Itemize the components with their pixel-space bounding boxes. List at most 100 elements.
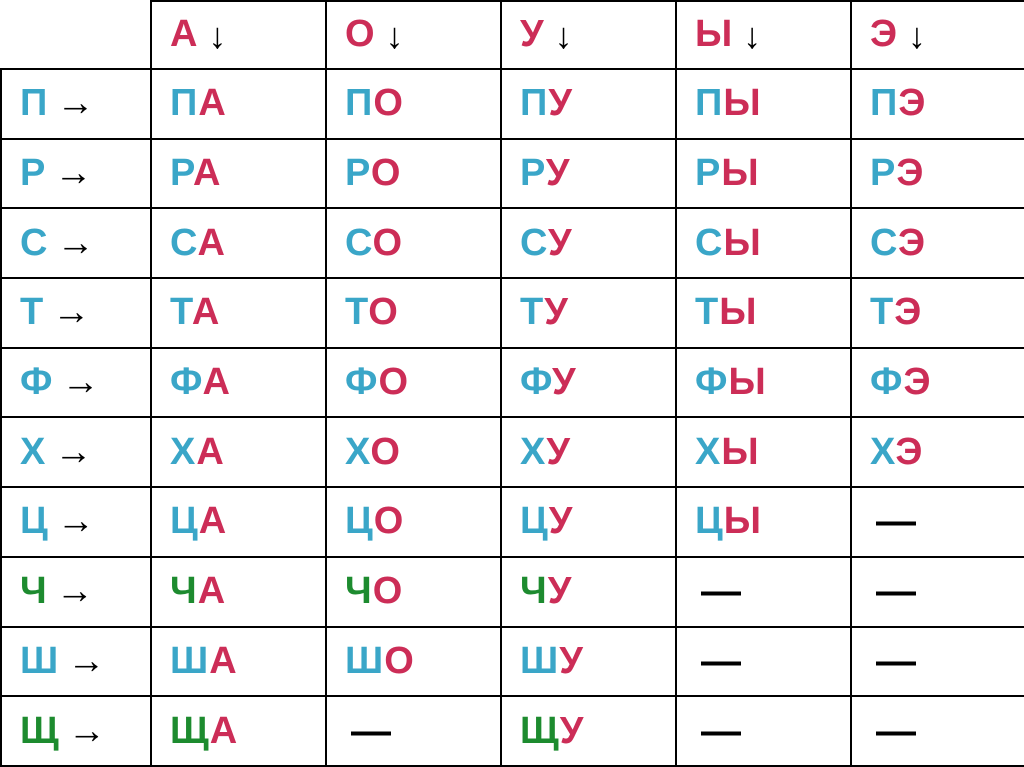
down-arrow-icon: ↓ <box>908 15 927 57</box>
consonant-letter: С <box>520 222 548 264</box>
consonant-letter: Р <box>170 152 193 194</box>
vowel-letter: А <box>198 570 226 612</box>
table-row: Ш→ШАШОШУ—— <box>1 627 1024 697</box>
consonant-letter: П <box>170 82 198 124</box>
row-header: С→ <box>1 208 151 278</box>
syllable-cell: — <box>851 696 1024 766</box>
row-header-label: Щ <box>20 710 60 753</box>
syllable-cell: РЫ <box>676 139 851 209</box>
down-arrow-icon: ↓ <box>208 15 227 57</box>
consonant-letter: Щ <box>520 710 560 752</box>
consonant-letter: Х <box>520 431 546 473</box>
vowel-letter: У <box>548 82 573 124</box>
table-head: А↓О↓У↓Ы↓Э↓ <box>1 1 1024 69</box>
syllable-cell: ФЭ <box>851 348 1024 418</box>
table-body: П→ПАПОПУПЫПЭР→РАРОРУРЫРЭС→САСОСУСЫСЭТ→ТА… <box>1 69 1024 766</box>
row-header-label: П <box>20 82 48 125</box>
row-header-label: Р <box>20 152 46 195</box>
consonant-letter: Ф <box>170 361 203 403</box>
row-header: Ч→ <box>1 557 151 627</box>
vowel-letter: У <box>548 222 573 264</box>
consonant-letter: С <box>870 222 898 264</box>
syllable-cell: ПА <box>151 69 326 139</box>
syllable-cell: — <box>326 696 501 766</box>
right-arrow-icon: → <box>61 361 100 404</box>
vowel-letter: О <box>368 291 399 333</box>
consonant-letter: Ч <box>345 570 373 612</box>
header-row: А↓О↓У↓Ы↓Э↓ <box>1 1 1024 69</box>
syllable-cell: — <box>676 696 851 766</box>
vowel-header: У↓ <box>501 1 676 69</box>
consonant-letter: Р <box>870 152 896 194</box>
row-header: Ф→ <box>1 348 151 418</box>
dash: — <box>870 499 920 543</box>
syllable-cell: ХЫ <box>676 417 851 487</box>
vowel-letter: У <box>559 640 584 682</box>
empty-corner <box>1 1 151 69</box>
consonant-letter: Ф <box>345 361 378 403</box>
syllable-cell: СО <box>326 208 501 278</box>
syllable-cell: ЩУ <box>501 696 676 766</box>
vowel-letter: О <box>373 82 404 124</box>
consonant-letter: Х <box>695 431 721 473</box>
right-arrow-icon: → <box>67 640 106 683</box>
consonant-letter: Т <box>695 291 719 333</box>
dash: — <box>870 709 920 753</box>
table-row: Ц→ЦАЦОЦУЦЫ— <box>1 487 1024 557</box>
dash: — <box>870 569 920 613</box>
dash: — <box>345 709 395 753</box>
consonant-letter: Ц <box>345 500 374 542</box>
table-row: Ч→ЧАЧОЧУ—— <box>1 557 1024 627</box>
consonant-letter: Ц <box>520 500 549 542</box>
right-arrow-icon: → <box>56 570 95 613</box>
vowel-letter: Ы <box>721 152 759 194</box>
row-header: Т→ <box>1 278 151 348</box>
vowel-header: О↓ <box>326 1 501 69</box>
syllable-cell: РА <box>151 139 326 209</box>
dash: — <box>695 569 745 613</box>
row-header-label: Ш <box>20 640 59 683</box>
syllable-cell: — <box>676 627 851 697</box>
vowel-letter: А <box>196 431 224 473</box>
consonant-letter: Ч <box>520 570 548 612</box>
vowel-letter: Ы <box>724 500 762 542</box>
syllable-cell: ПЭ <box>851 69 1024 139</box>
right-arrow-icon: → <box>54 152 93 195</box>
syllable-cell: СЭ <box>851 208 1024 278</box>
syllable-cell: ПО <box>326 69 501 139</box>
row-header-label: С <box>20 222 48 265</box>
consonant-letter: Ф <box>870 361 903 403</box>
vowel-header: Ы↓ <box>676 1 851 69</box>
consonant-letter: Ф <box>520 361 552 403</box>
table-row: С→САСОСУСЫСЭ <box>1 208 1024 278</box>
syllable-cell: ШУ <box>501 627 676 697</box>
right-arrow-icon: → <box>52 291 91 334</box>
syllable-cell: РЭ <box>851 139 1024 209</box>
vowel-letter: О <box>378 361 409 403</box>
consonant-letter: П <box>695 82 723 124</box>
syllable-cell: ФА <box>151 348 326 418</box>
vowel-letter: О <box>371 152 402 194</box>
consonant-letter: Х <box>870 431 895 473</box>
vowel-letter: А <box>210 710 238 752</box>
syllable-cell: ТЭ <box>851 278 1024 348</box>
table-row: Х→ХАХОХУХЫХЭ <box>1 417 1024 487</box>
vowel-letter: У <box>544 291 569 333</box>
syllable-cell: ТО <box>326 278 501 348</box>
vowel-letter: У <box>549 500 574 542</box>
down-arrow-icon: ↓ <box>743 15 762 57</box>
syllable-cell: РУ <box>501 139 676 209</box>
row-header-label: Т <box>20 291 44 334</box>
consonant-letter: П <box>345 82 373 124</box>
vowel-letter: О <box>370 431 401 473</box>
consonant-letter: С <box>170 222 198 264</box>
right-arrow-icon: → <box>57 500 96 543</box>
dash: — <box>695 639 745 683</box>
table-row: Т→ТАТОТУТЫТЭ <box>1 278 1024 348</box>
consonant-letter: Х <box>345 431 370 473</box>
vowel-letter: Ы <box>723 82 761 124</box>
vowel-letter: О <box>384 640 415 682</box>
vowel-letter: Ы <box>728 361 766 403</box>
syllable-cell: ТУ <box>501 278 676 348</box>
row-header: П→ <box>1 69 151 139</box>
